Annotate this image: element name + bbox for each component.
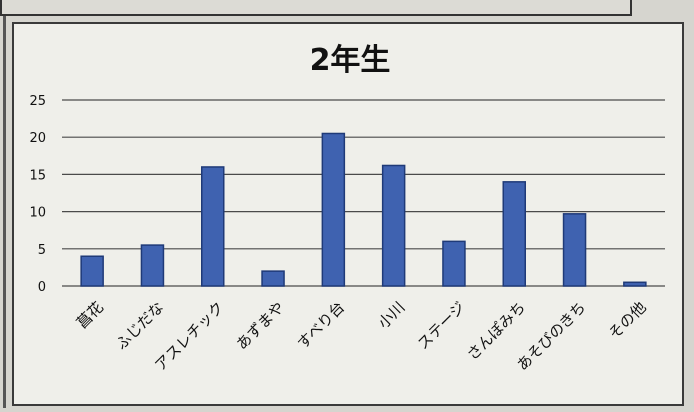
bar [623, 281, 647, 287]
bar [140, 244, 165, 287]
y-tick-label: 0 [38, 280, 46, 295]
y-tick-label: 20 [29, 131, 46, 146]
bar [502, 181, 526, 287]
bar [201, 166, 225, 287]
bar [80, 255, 104, 287]
y-tick-label: 5 [38, 243, 46, 258]
bar [321, 132, 346, 287]
chart-title: 2年生 [310, 43, 391, 78]
bar [381, 164, 406, 287]
x-category-label: ふじだな [112, 298, 167, 353]
x-category-label: あずまや [233, 298, 288, 353]
x-category-label: その他 [605, 298, 650, 343]
y-tick-label: 10 [29, 206, 46, 221]
x-category-label: 菖花 [73, 298, 107, 332]
left-rule [3, 16, 6, 408]
bars [80, 132, 647, 287]
top-box-edge [0, 0, 632, 16]
x-category-label: ステージ [414, 298, 469, 353]
y-axis-ticks: 0 5 10 15 20 25 [29, 94, 46, 295]
bar [562, 213, 587, 287]
x-category-label: 小川 [375, 298, 409, 332]
bar [442, 240, 466, 287]
x-category-label: すべり台 [294, 298, 348, 352]
y-tick-label: 15 [29, 168, 46, 183]
y-tick-label: 25 [29, 94, 46, 109]
bar [261, 270, 285, 287]
x-category-label: さんぽみち [463, 298, 529, 364]
